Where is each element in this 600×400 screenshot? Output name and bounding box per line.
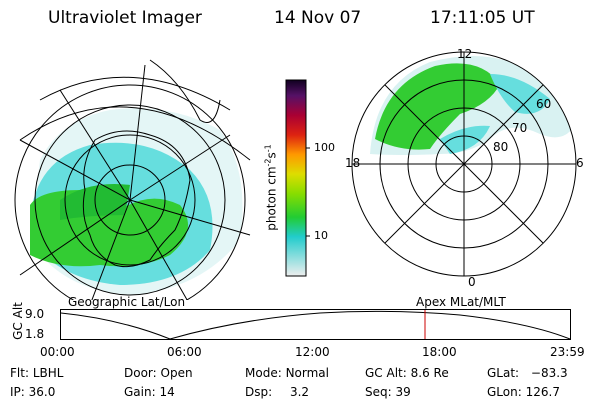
mlt-label-6: 6 xyxy=(576,156,584,170)
magnetic-polar-map xyxy=(351,51,577,277)
mlt-label-18: 18 xyxy=(345,156,361,170)
status-filter: Flt: LBHL xyxy=(10,366,64,380)
magnetic-caption: Apex MLat/MLT xyxy=(416,295,506,309)
colorbar-tick-10: 10 xyxy=(314,229,328,242)
status-ip: IP: 36.0 xyxy=(10,385,56,399)
mlat-label-60: 60 xyxy=(536,97,552,111)
instrument-title: Ultraviolet Imager xyxy=(48,8,202,28)
colorbar-label: photon cm-2s-1 xyxy=(263,144,279,231)
status-gain: Gain: 14 xyxy=(124,385,175,399)
timeline-plot xyxy=(60,309,571,340)
geographic-map xyxy=(14,59,251,300)
status-glon: GLon: 126.7 xyxy=(487,385,560,399)
date-label: 14 Nov 07 xyxy=(274,8,362,28)
timeline-xtick-0600: 06:00 xyxy=(167,345,202,359)
status-seq: Seq: 39 xyxy=(365,385,411,399)
mlat-label-70: 70 xyxy=(512,121,528,135)
status-gc-alt: GC Alt: 8.6 Re xyxy=(365,366,449,380)
status-glat: GLat: −83.3 xyxy=(487,366,568,380)
colorbar-tick-100: 100 xyxy=(314,141,335,154)
mlt-label-12: 12 xyxy=(457,47,473,61)
timeline-xtick-0000: 00:00 xyxy=(40,345,75,359)
status-mode: Mode: Normal xyxy=(245,366,329,380)
status-door: Door: Open xyxy=(124,366,193,380)
timeline-ytick-max: 9.0 xyxy=(25,307,45,321)
colorbar xyxy=(285,79,310,277)
timeline-ytick-min: 1.8 xyxy=(25,327,45,341)
mlt-label-0: 0 xyxy=(468,275,476,289)
time-label: 17:11:05 UT xyxy=(430,8,535,28)
status-dsp: Dsp: 3.2 xyxy=(245,385,310,399)
timeline-xtick-2359: 23:59 xyxy=(550,345,585,359)
geographic-caption: Geographic Lat/Lon xyxy=(68,295,186,309)
timeline-ylabel: GC Alt xyxy=(11,302,25,340)
timeline-xtick-1800: 18:00 xyxy=(422,345,457,359)
mlat-label-80: 80 xyxy=(493,140,509,154)
timeline-xtick-1200: 12:00 xyxy=(295,345,330,359)
